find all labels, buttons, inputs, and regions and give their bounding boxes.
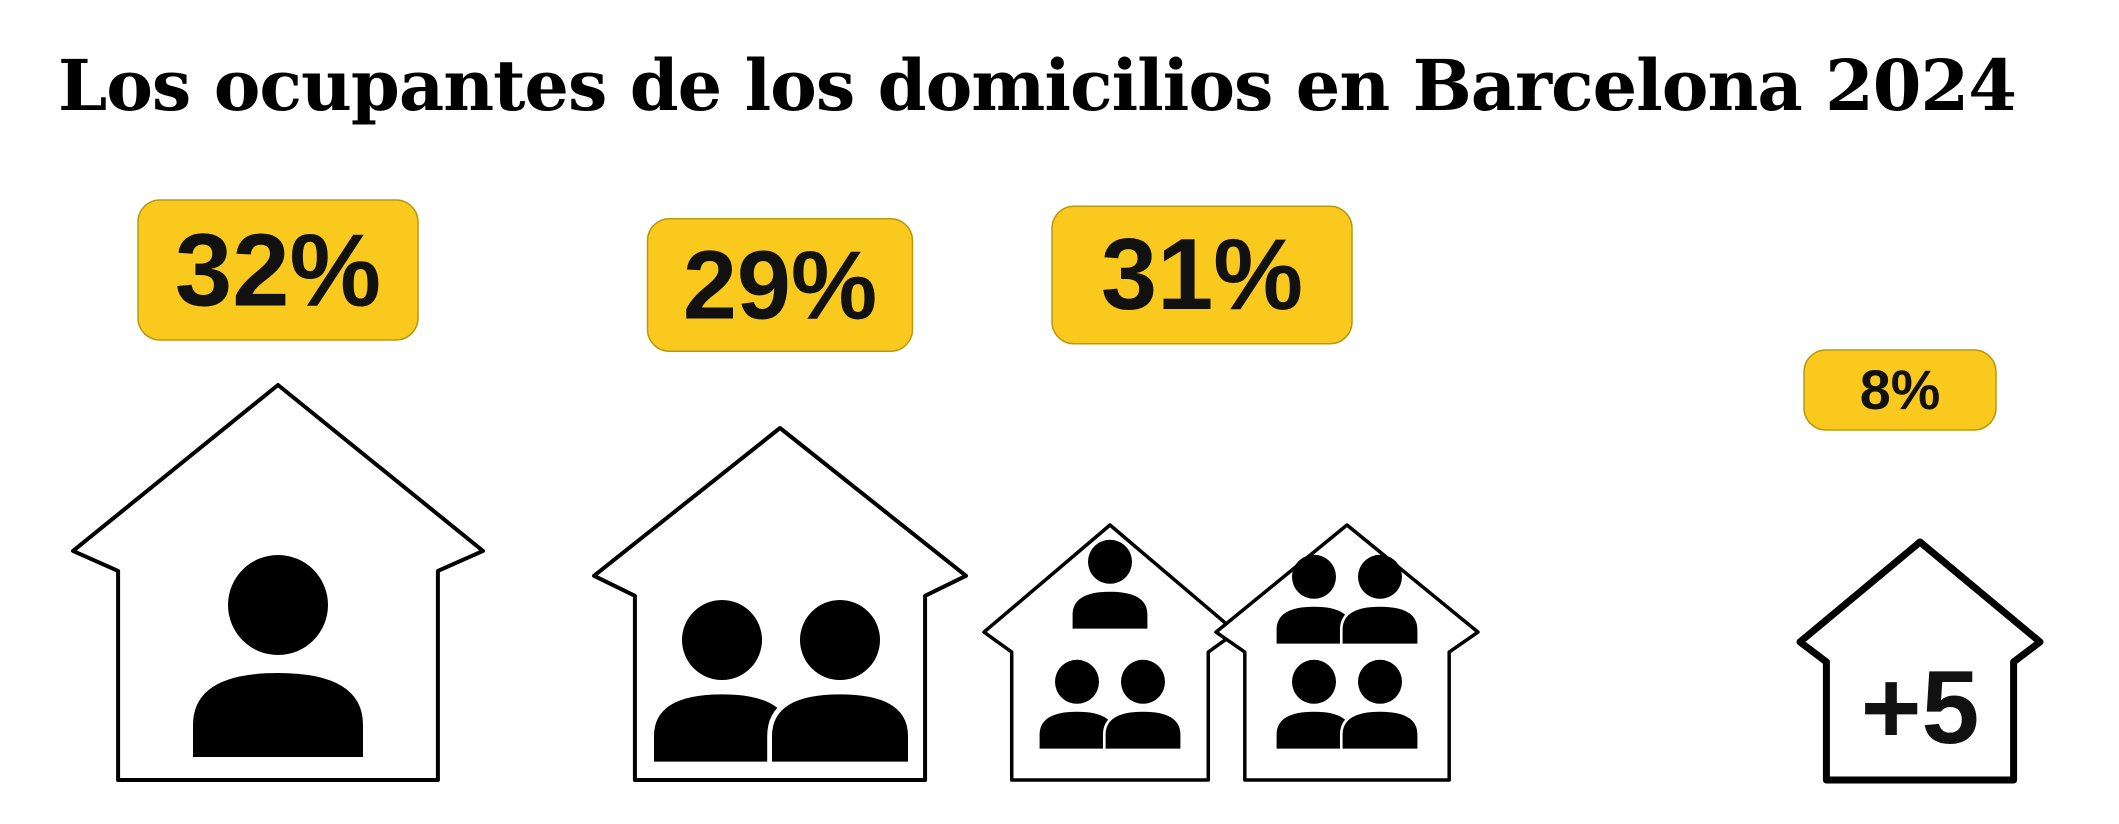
value-label: 29% — [683, 231, 877, 340]
chart-title: Los ocupantes de los domicilios en Barce… — [58, 44, 2017, 127]
house-group-4: +5 — [1796, 538, 2044, 784]
badge-background — [1803, 349, 1997, 431]
value-badge: 29% — [646, 218, 914, 352]
house-icon — [592, 426, 968, 782]
person-icon — [1102, 659, 1184, 752]
value-badge: 31% — [1051, 205, 1353, 345]
house-group-3 — [982, 523, 1480, 782]
badge-background — [646, 218, 914, 352]
person-icon — [1273, 659, 1355, 752]
house-pictograms: +5 — [71, 383, 2044, 784]
house-icon — [1796, 538, 2044, 784]
value-badges: 32% 29% 31% 8% — [137, 199, 1997, 431]
person-icon — [767, 600, 913, 767]
person-icon — [1069, 539, 1151, 632]
house-group-1 — [71, 383, 485, 782]
person-icon — [1339, 659, 1421, 752]
value-label: 32% — [175, 213, 381, 328]
house-group-2 — [592, 426, 968, 782]
value-label: 8% — [1860, 359, 1941, 421]
value-badge: 8% — [1803, 349, 1997, 431]
badge-background — [1051, 205, 1353, 345]
person-icon — [1036, 659, 1118, 752]
person-icon — [1339, 554, 1421, 647]
value-label: 31% — [1101, 219, 1303, 331]
badge-background — [137, 199, 419, 341]
person-icon — [187, 555, 369, 763]
value-badge: 32% — [137, 199, 419, 341]
person-icon — [1273, 554, 1355, 647]
plus-five-label: +5 — [1861, 650, 1980, 766]
house-icon — [1214, 523, 1480, 782]
